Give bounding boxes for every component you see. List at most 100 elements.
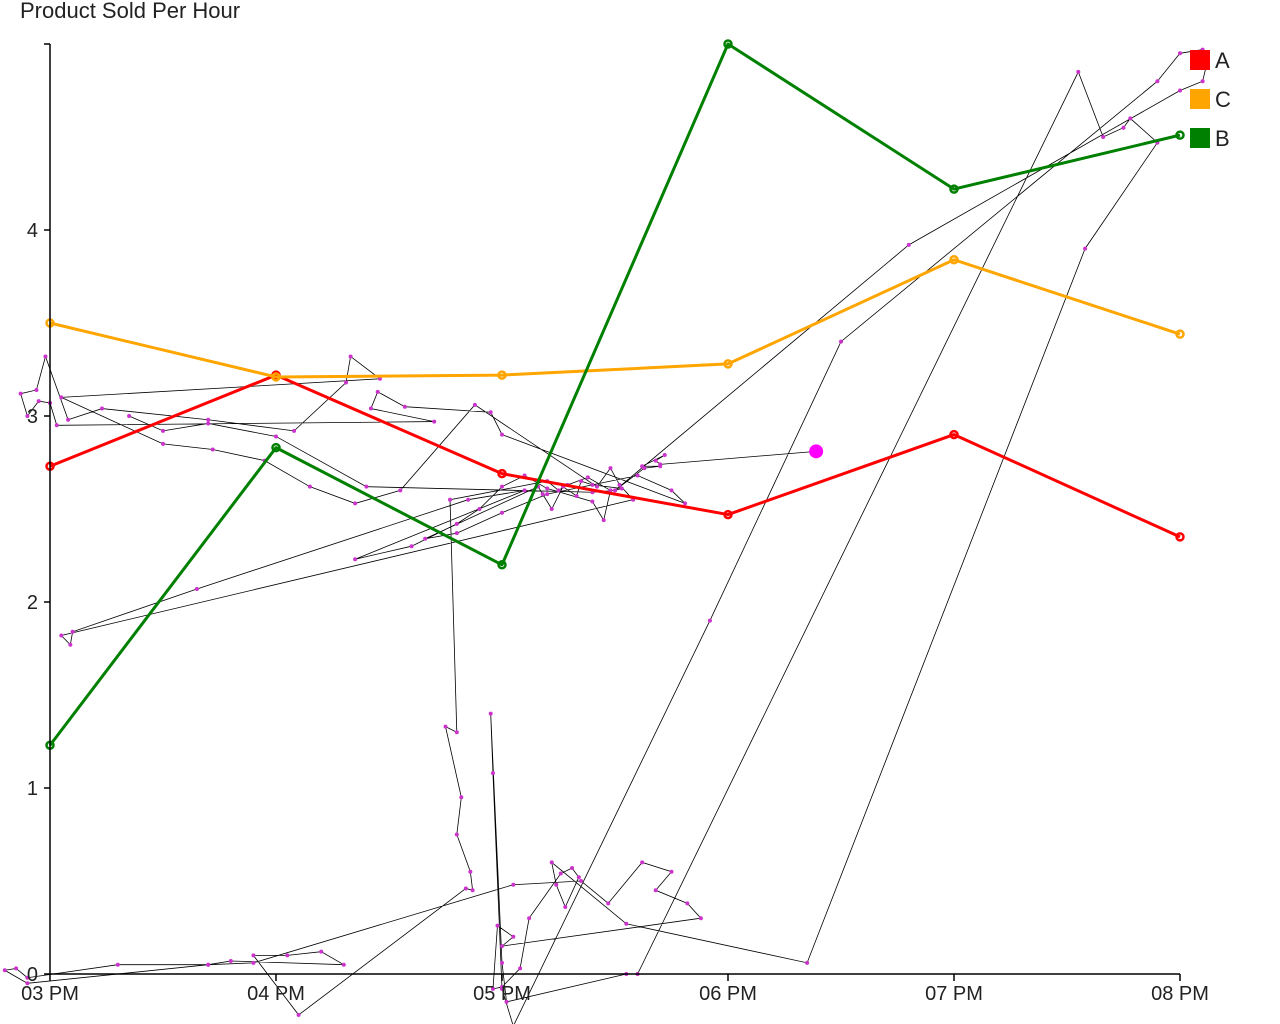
x-tick-label: 04 PM (247, 983, 305, 1005)
x-tick-label: 06 PM (699, 983, 757, 1005)
trace-point (540, 492, 545, 497)
trace-point (454, 730, 459, 735)
trace-point (606, 901, 611, 906)
x-tick-label: 05 PM (473, 983, 531, 1005)
trace-point (25, 981, 30, 986)
trace-point (549, 507, 554, 511)
trace-point (707, 618, 712, 623)
trace-point (470, 888, 475, 893)
chart-title: Product Sold Per Hour (20, 0, 241, 23)
trace-point (99, 406, 104, 411)
trace-point (459, 795, 464, 800)
trace-point (574, 493, 579, 498)
y-tick-label: 2 (27, 592, 38, 614)
cursor-marker (809, 444, 824, 459)
trace-point (906, 242, 911, 247)
trace-point (556, 488, 561, 493)
trace-point (344, 380, 349, 385)
series-point-b (949, 184, 959, 194)
y-tick-label: 3 (27, 406, 38, 428)
trace-point (377, 376, 382, 381)
trace-point (500, 944, 504, 949)
trace-point (206, 962, 211, 967)
series-point-c (271, 372, 281, 382)
trace-point (54, 423, 59, 428)
trace-point (296, 1012, 301, 1017)
trace-point (206, 417, 211, 422)
trace-point (364, 484, 369, 489)
trace-point (25, 975, 30, 980)
trace-point (251, 960, 256, 965)
trace-point (669, 869, 674, 874)
trace-point (608, 488, 613, 493)
trace-point (613, 488, 617, 493)
trace-point (522, 488, 527, 493)
series-point-a (497, 468, 507, 479)
trace-point (490, 986, 495, 991)
legend-label-b: B (1215, 126, 1230, 151)
trace-point (590, 499, 595, 504)
trace-point (353, 557, 358, 562)
legend-swatch-c (1190, 89, 1210, 109)
trace-point (579, 879, 584, 883)
trace-point (161, 441, 165, 446)
trace-point (1178, 51, 1182, 56)
trace-point (251, 953, 256, 958)
axes: 03 PM 04 PM 05 PM 06 PM 07 PM 08 PM 0 1 2 3 4 (21, 43, 1209, 1005)
trace-point (619, 486, 624, 491)
series-point-c (1175, 329, 1185, 339)
trace-point (161, 428, 165, 433)
series-point-c (949, 255, 959, 265)
trace-point (194, 586, 199, 591)
trace-point (1083, 246, 1088, 251)
legend-swatch-b (1190, 128, 1210, 148)
trace-point (454, 531, 459, 536)
series-point-c (497, 370, 507, 380)
trace-point (563, 905, 568, 910)
trace-point (115, 962, 120, 967)
trace-point (292, 428, 297, 433)
trace-point (624, 921, 629, 926)
series-point-c (723, 359, 733, 369)
trace-point (594, 484, 599, 489)
trace-point (34, 387, 39, 392)
trace-point (285, 953, 290, 958)
trace-point (319, 949, 324, 954)
trace-point (554, 882, 559, 887)
trace-point (488, 410, 493, 415)
series-point-a (1175, 532, 1185, 542)
series-point-b (1175, 130, 1185, 140)
trace-point (210, 447, 215, 452)
trace-point (662, 453, 667, 458)
trace-point (1200, 79, 1205, 84)
trace-point (432, 419, 437, 424)
trace-point (685, 901, 690, 906)
trace-point (463, 886, 468, 891)
trace-point (206, 421, 211, 426)
trace-point (368, 406, 373, 411)
trace-point (14, 966, 19, 971)
trace-point (307, 484, 312, 489)
trace-point (518, 966, 523, 971)
trace-point (353, 501, 358, 506)
trace-point (488, 711, 493, 716)
trace-point (468, 869, 473, 874)
trace-point (653, 888, 658, 893)
trace-point (500, 986, 504, 991)
series-point-b (723, 39, 733, 49)
trace-point (490, 771, 495, 776)
legend-swatch-a (1190, 50, 1210, 70)
trace-point (585, 475, 590, 480)
trace-point (448, 497, 453, 502)
trace-point (579, 479, 584, 484)
trace-point (68, 642, 73, 647)
trace-point (59, 395, 64, 400)
trace-point (398, 488, 403, 493)
trace-point (472, 402, 477, 407)
trace-point (36, 399, 41, 404)
trace-point (1101, 135, 1106, 139)
trace-point (549, 860, 554, 865)
trace-point (228, 958, 233, 963)
trace-point (423, 536, 428, 541)
trace-point (635, 473, 640, 478)
